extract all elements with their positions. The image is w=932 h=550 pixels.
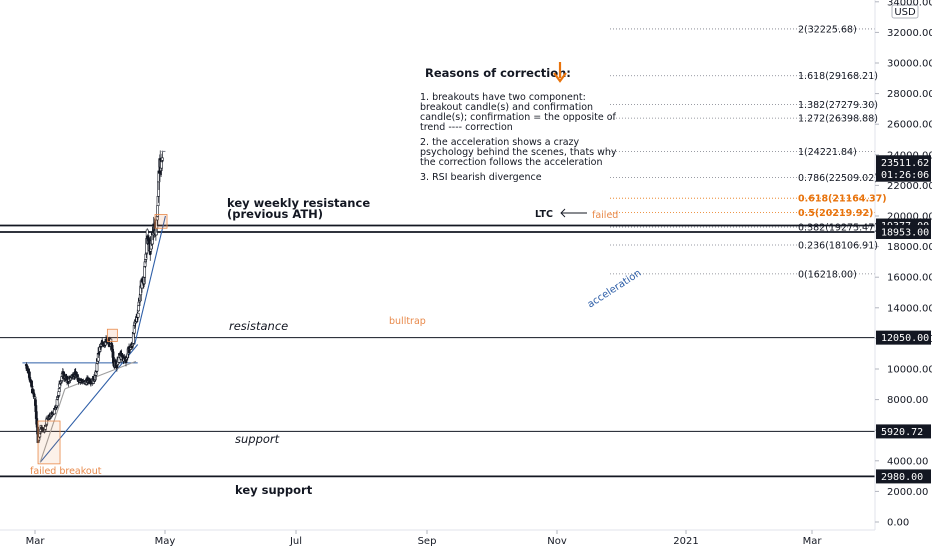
x-tick-label: Mar [26,536,46,547]
currency-badge [891,4,919,19]
y-tick-label: 32000.00 [887,28,932,39]
currency-label: USD [894,7,916,18]
fib-level-label: 1.382(27279.30) [798,100,878,111]
candle [33,396,37,399]
fib-level-label: 0(16218.00) [798,269,857,280]
y-tick-label: 18000.00 [887,242,932,253]
reason-1-line: candle(s); confirmation = the opposite o… [420,112,617,123]
fib-level-label: 0.618(21164.37) [798,194,887,205]
fib-level-label: 1.618(29168.21) [798,71,878,82]
x-tick-label: Sep [418,536,437,547]
y-tick-label: 34000.00 [887,0,932,8]
y-tick-label: 16000.00 [887,273,932,284]
y-tick-label: 14000.00 [887,303,932,314]
candle [149,248,153,252]
price-tag-label: 18953.00 [881,228,929,239]
bulltrap-box [106,328,118,342]
x-tick-label: Nov [547,536,567,547]
trendline [134,215,166,345]
annotation-layer: 2(32225.68) 1.618(29168.21) 1.382(27279.30… [30,24,887,497]
candle [143,266,147,278]
candle [31,389,35,394]
price-tag-label: 12050.00 [881,333,929,344]
y-tick-label: 2000.00 [887,487,928,498]
left-arrow-icon [560,208,566,218]
y-tick-label: 20000.00 [887,212,932,223]
key-weekly-resistance-label: key weekly resistance [227,196,370,210]
failed-breakout-box [37,420,61,465]
bulltrap-label: bulltrap [389,316,426,327]
price-tag [876,469,931,484]
ltc-label: LTC [535,209,553,220]
trendline [39,388,66,463]
x-tick-label: Jul [289,536,302,547]
fib-level-label: 0.236(18106.91) [798,240,878,251]
fib-level-label: 0.382(19275.47) [798,223,878,234]
y-tick-label: 28000.00 [887,89,932,100]
price-tag-label: 2980.00 [881,472,923,483]
candle [137,305,140,312]
price-tag-label: 01:26:06 [881,170,929,181]
resistance-label: resistance [229,319,288,333]
failed-box [154,214,168,229]
candle [160,161,163,169]
price-tag [876,167,931,182]
acceleration-label: acceleration [586,268,644,311]
candle [160,157,164,161]
y-tick-label: 26000.00 [887,120,932,131]
candle [76,374,79,378]
key-weekly-resistance-label: (previous ATH) [227,207,323,221]
trendline [39,344,139,463]
reason-2-line: 2. the acceleration shows a crazy [420,137,580,148]
y-tick-label: 4000.00 [887,456,928,467]
fib-level-label: 1.272(26398.88) [798,114,878,125]
reason-1-line: trend ---- correction [420,122,513,133]
support-label: support [235,432,280,446]
y-tick-label: 8000.00 [887,395,928,406]
failed-label: failed [592,210,618,221]
y-tick-label: 22000.00 [887,181,932,192]
x-tick-label: Mar [803,536,823,547]
x-axis: Mar May Jul Sep Nov 2021 Mar [0,529,875,547]
trendline [64,360,137,390]
price-tag [876,155,931,170]
price-tag-label: 23511.62 [881,158,929,169]
price-tag [876,330,931,345]
key-support-label: key support [235,483,313,497]
price-tag [876,424,931,439]
candle [57,391,61,396]
candle [30,385,34,388]
candle [95,363,99,372]
reason-2-line: the correction follows the acceleration [420,157,603,168]
y-tick-label: 0.00 [887,518,909,529]
fib-level-label: 0.5(20219.92) [798,208,873,219]
x-tick-label: May [155,536,176,547]
reason-1-line: 1. breakouts have two component: [420,92,586,103]
reasons-title: Reasons of correction: [425,66,571,80]
fib-level-label: 0.786(22509.02) [798,173,878,184]
reason-1-line: breakout candle(s) and confirmation [420,102,593,113]
x-tick-label: 2021 [673,536,698,547]
fib-level-label: 2(32225.68) [798,24,857,35]
price-tag [876,225,931,240]
candle [124,360,128,364]
reason-3: 3. RSI bearish divergence [420,172,542,183]
y-tick-label: 10000.00 [887,365,932,376]
fib-level-label: 1(24221.84) [798,147,857,158]
candle [157,170,161,174]
down-arrow-icon [553,72,567,83]
reason-2-line: psychology behind the scenes, thats why [420,147,617,158]
y-tick-label: 30000.00 [887,59,932,70]
candle [57,388,61,392]
plot-area [0,28,875,478]
candle [136,312,140,318]
price-tag-label: 5920.72 [881,427,923,438]
failed-breakout-label: failed breakout [30,466,102,477]
